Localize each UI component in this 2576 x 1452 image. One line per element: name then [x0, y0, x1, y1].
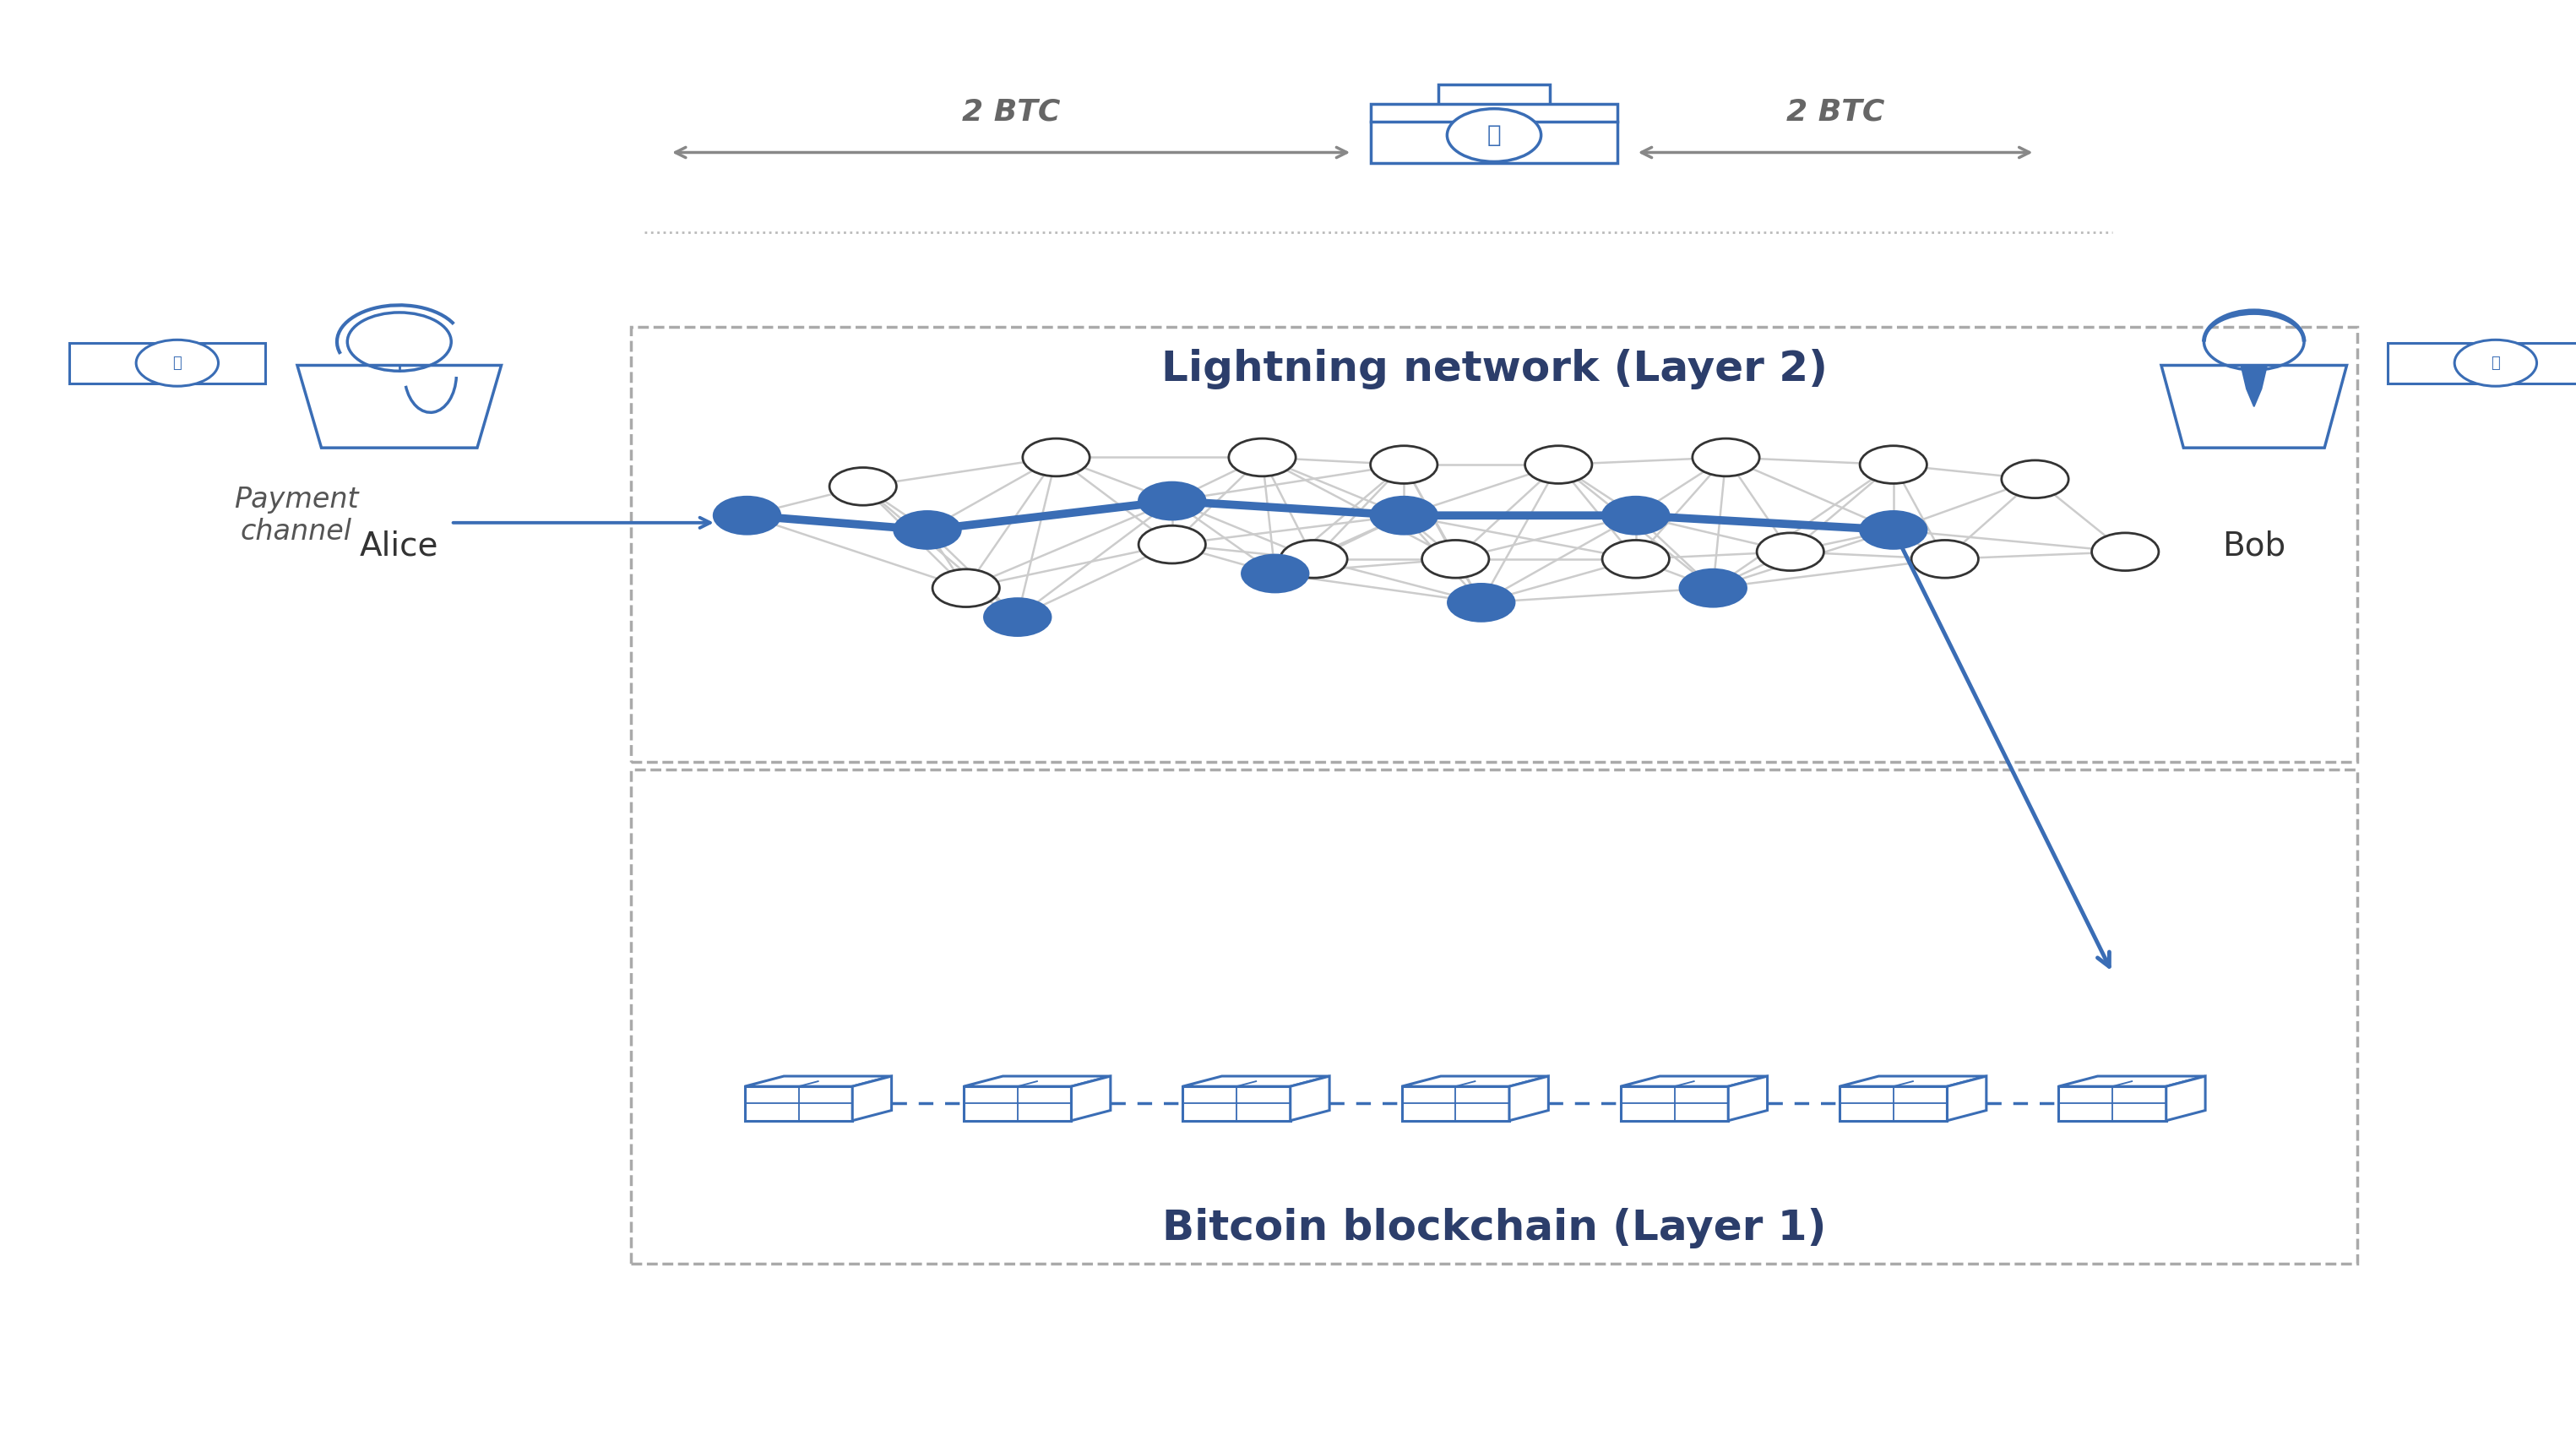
Text: ₿: ₿: [173, 356, 183, 370]
Circle shape: [137, 340, 219, 386]
Polygon shape: [1291, 1076, 1329, 1121]
Text: Bob: Bob: [2223, 530, 2285, 562]
Circle shape: [1692, 439, 1759, 476]
Circle shape: [1139, 482, 1206, 520]
Circle shape: [1757, 533, 1824, 571]
Polygon shape: [2058, 1086, 2166, 1121]
Circle shape: [2002, 460, 2069, 498]
Circle shape: [1370, 497, 1437, 534]
Polygon shape: [2241, 366, 2267, 407]
Circle shape: [1280, 540, 1347, 578]
Text: Payment
channel: Payment channel: [234, 485, 358, 546]
Circle shape: [1422, 540, 1489, 578]
Polygon shape: [2058, 1076, 2205, 1086]
Polygon shape: [1620, 1076, 1767, 1086]
Circle shape: [1229, 439, 1296, 476]
Circle shape: [1448, 109, 1540, 161]
Circle shape: [1911, 540, 1978, 578]
Polygon shape: [1620, 1086, 1728, 1121]
Circle shape: [1602, 497, 1669, 534]
Polygon shape: [744, 1076, 891, 1086]
Circle shape: [1860, 511, 1927, 549]
Circle shape: [894, 511, 961, 549]
Circle shape: [1602, 540, 1669, 578]
Text: Alice: Alice: [361, 530, 438, 562]
Text: Bitcoin blockchain (Layer 1): Bitcoin blockchain (Layer 1): [1162, 1208, 1826, 1249]
Polygon shape: [1401, 1086, 1510, 1121]
Circle shape: [714, 497, 781, 534]
Polygon shape: [1947, 1076, 1986, 1121]
Circle shape: [2455, 340, 2537, 386]
Circle shape: [1680, 569, 1747, 607]
Circle shape: [1139, 526, 1206, 563]
Polygon shape: [1370, 103, 1618, 163]
Polygon shape: [2388, 343, 2576, 383]
Polygon shape: [963, 1076, 1110, 1086]
Circle shape: [1448, 584, 1515, 621]
Circle shape: [933, 569, 999, 607]
Polygon shape: [744, 1086, 853, 1121]
Text: ₿: ₿: [2491, 356, 2501, 370]
Polygon shape: [963, 1086, 1072, 1121]
Polygon shape: [1182, 1086, 1291, 1121]
Circle shape: [2092, 533, 2159, 571]
Circle shape: [1860, 446, 1927, 484]
Circle shape: [1242, 555, 1309, 592]
Polygon shape: [1839, 1076, 1986, 1086]
Text: 2 BTC: 2 BTC: [961, 97, 1061, 126]
Text: 2 BTC: 2 BTC: [1785, 97, 1886, 126]
Polygon shape: [70, 343, 265, 383]
Polygon shape: [1182, 1076, 1329, 1086]
Polygon shape: [1728, 1076, 1767, 1121]
Polygon shape: [853, 1076, 891, 1121]
Polygon shape: [1839, 1086, 1947, 1121]
Circle shape: [1370, 446, 1437, 484]
Polygon shape: [2166, 1076, 2205, 1121]
Polygon shape: [1510, 1076, 1548, 1121]
Circle shape: [1023, 439, 1090, 476]
Text: Lightning network (Layer 2): Lightning network (Layer 2): [1162, 348, 1826, 389]
Polygon shape: [1072, 1076, 1110, 1121]
Circle shape: [984, 598, 1051, 636]
Polygon shape: [1401, 1076, 1548, 1086]
Circle shape: [1525, 446, 1592, 484]
Text: ₿: ₿: [1486, 123, 1502, 147]
Circle shape: [829, 468, 896, 505]
